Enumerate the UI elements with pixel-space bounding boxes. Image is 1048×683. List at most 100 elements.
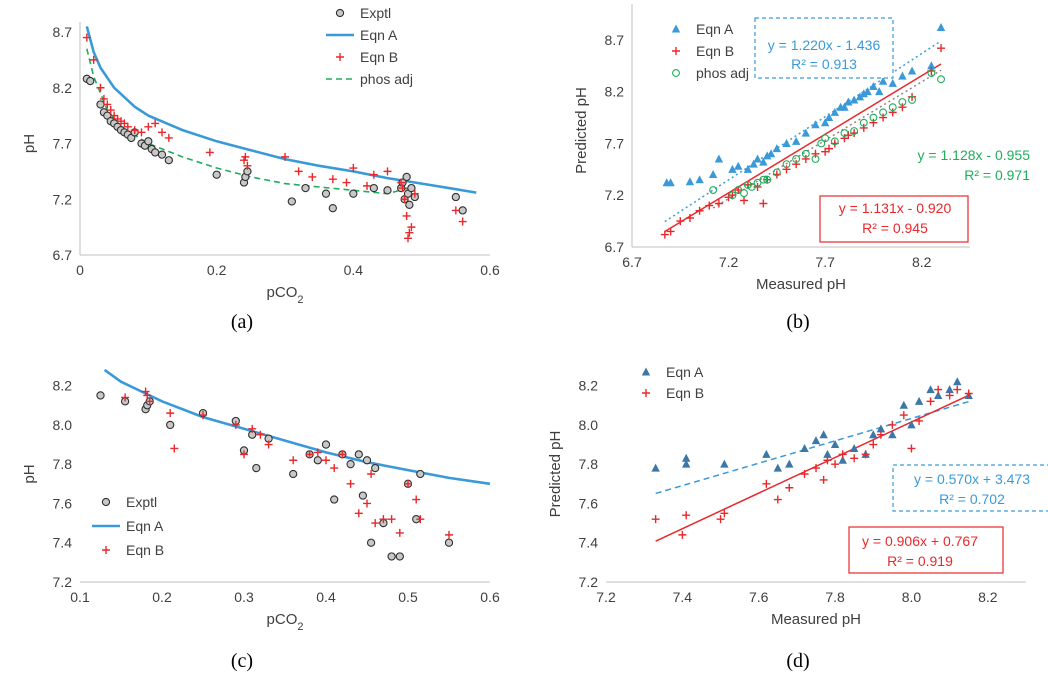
point-eqn-a bbox=[762, 449, 771, 458]
point-eqn-b bbox=[888, 108, 897, 117]
point-phos-adj bbox=[821, 134, 830, 143]
legend-swatch bbox=[101, 497, 111, 507]
point-eqn-b bbox=[759, 199, 768, 208]
y-tick-label: 7.6 bbox=[53, 495, 73, 511]
point-eqn-b bbox=[876, 430, 885, 439]
point-eqn-b bbox=[322, 456, 330, 465]
x-axis-label-sub: 2 bbox=[297, 294, 303, 306]
x-tick-label: 0.2 bbox=[207, 262, 227, 278]
point-eqn-a bbox=[681, 453, 691, 462]
point-eqn-b bbox=[121, 393, 130, 402]
point-eqn-b bbox=[103, 100, 112, 109]
point-exptl bbox=[369, 183, 378, 193]
point-eqn-a bbox=[933, 390, 943, 399]
point-exptl bbox=[371, 463, 380, 473]
point-phos-adj bbox=[763, 175, 772, 184]
point-eqn-b bbox=[685, 214, 694, 223]
point-eqn-a bbox=[953, 377, 962, 386]
point-eqn-b bbox=[264, 440, 273, 449]
point-phos-adj bbox=[898, 98, 907, 106]
point-eqn-a bbox=[863, 87, 872, 96]
point-exptl bbox=[354, 450, 363, 459]
point-exptl bbox=[444, 538, 454, 547]
point-eqn-a bbox=[898, 71, 907, 80]
point-eqn-b bbox=[328, 175, 337, 184]
point-eqn-b bbox=[953, 385, 962, 394]
legend-swatch bbox=[672, 69, 680, 77]
point-exptl bbox=[86, 76, 95, 86]
point-eqn-b bbox=[720, 509, 729, 518]
point-eqn-a bbox=[791, 136, 801, 145]
point-eqn-a bbox=[695, 175, 704, 184]
point-eqn-b bbox=[850, 454, 859, 463]
point-exptl bbox=[330, 495, 339, 504]
point-eqn-b bbox=[289, 456, 298, 465]
equation-box bbox=[848, 526, 1004, 574]
point-eqn-b bbox=[869, 440, 878, 449]
chart-d: 7.2 7.4 7.6 7.8 8.0 8.2 7.2 7.4 7.6 7.8 8.0 8.2 Meas… bbox=[547, 364, 1048, 672]
panel-caption: (c) bbox=[231, 650, 253, 672]
point-exptl bbox=[287, 197, 296, 206]
point-eqn-b bbox=[205, 148, 214, 157]
point-eqn-b bbox=[164, 133, 173, 142]
point-exptl bbox=[407, 183, 416, 193]
chart-b: 6.7 7.2 7.7 8.2 6.7 7.2 7.7 8.2 8.7 Measured pH Pr… bbox=[573, 4, 1030, 333]
point-eqn-b bbox=[676, 217, 685, 226]
point-eqn-a bbox=[936, 22, 946, 31]
point-eqn-a bbox=[820, 118, 830, 127]
point-eqn-a bbox=[759, 157, 768, 166]
regression-equation: y = 0.906x + 0.767 bbox=[862, 533, 978, 549]
point-exptl bbox=[416, 469, 425, 479]
point-eqn-b bbox=[354, 509, 363, 518]
y-tick-label: 8.2 bbox=[605, 84, 625, 100]
y-tick-label: 8.0 bbox=[53, 417, 73, 433]
point-eqn-b bbox=[151, 119, 160, 128]
point-phos-adj bbox=[743, 180, 752, 189]
point-eqn-b bbox=[241, 152, 250, 161]
point-phos-adj bbox=[811, 155, 820, 163]
point-eqn-b bbox=[96, 83, 105, 92]
y-tick-label: 7.2 bbox=[53, 574, 73, 590]
point-eqn-a bbox=[811, 436, 821, 445]
point-eqn-a bbox=[772, 144, 782, 153]
x-tick-label: 8.0 bbox=[902, 589, 922, 605]
point-eqn-b bbox=[819, 475, 828, 484]
series-line-eqn-a bbox=[85, 26, 477, 194]
panel-caption: (b) bbox=[786, 311, 809, 333]
y-tick-label: 6.7 bbox=[605, 239, 625, 255]
point-eqn-a bbox=[766, 149, 776, 158]
x-tick-label: 7.2 bbox=[596, 589, 616, 605]
legend-label: Eqn A bbox=[126, 518, 164, 534]
point-exptl bbox=[151, 148, 160, 157]
point-eqn-b bbox=[458, 217, 467, 226]
point-exptl bbox=[252, 463, 261, 473]
equation-box bbox=[819, 195, 969, 243]
point-eqn-b bbox=[395, 528, 404, 537]
point-eqn-b bbox=[888, 420, 897, 429]
point-eqn-b bbox=[371, 519, 380, 528]
point-eqn-b bbox=[869, 118, 878, 127]
point-phos-adj bbox=[840, 129, 849, 138]
y-tick-label: 7.6 bbox=[579, 495, 599, 511]
panel-caption: (a) bbox=[231, 311, 253, 333]
point-eqn-b bbox=[801, 154, 810, 163]
point-eqn-a bbox=[666, 178, 675, 187]
point-eqn-a bbox=[811, 120, 820, 129]
point-eqn-b bbox=[451, 206, 460, 215]
point-eqn-a bbox=[819, 430, 828, 439]
trendline-eqn-b bbox=[664, 63, 942, 233]
x-axis-label: pCO2 bbox=[267, 284, 304, 306]
point-exptl bbox=[164, 156, 173, 165]
point-eqn-b bbox=[407, 223, 416, 232]
series-line-eqn-a bbox=[103, 368, 491, 486]
y-tick-label: 7.2 bbox=[605, 187, 625, 203]
point-exptl bbox=[387, 552, 396, 561]
point-eqn-a bbox=[782, 138, 791, 147]
point-eqn-a bbox=[840, 102, 849, 111]
point-eqn-b bbox=[141, 387, 150, 396]
point-eqn-b bbox=[137, 128, 146, 137]
y-tick-label: 8.0 bbox=[579, 417, 599, 433]
point-eqn-b bbox=[346, 479, 355, 488]
chart-a: 0 0.2 0.4 0.6 6.7 7.2 7.7 8.2 8.7 pCO2 pH Exptl Eqn … bbox=[21, 5, 500, 333]
panel-caption: (d) bbox=[786, 650, 809, 672]
